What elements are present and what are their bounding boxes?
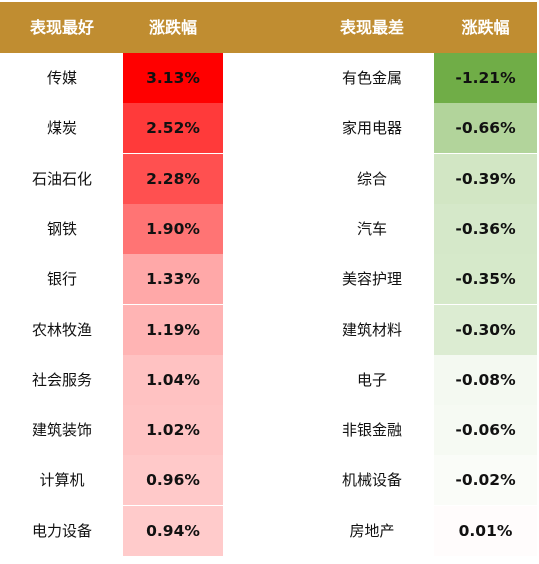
best-change-value: 1.33% (123, 254, 223, 304)
worst-industry-name: 电子 (356, 371, 387, 389)
table-header (0, 2, 537, 53)
worst-industry-name: 有色金属 (341, 69, 402, 87)
header-best-change: 涨跌幅 (148, 18, 197, 37)
header-worst-change: 涨跌幅 (461, 18, 510, 37)
best-change-value: 2.52% (123, 103, 223, 153)
best-change-value: 2.28% (123, 154, 223, 204)
best-change-value: 0.94% (123, 506, 223, 556)
best-change-value: 1.19% (123, 305, 223, 355)
best-industry-name: 电力设备 (31, 522, 92, 540)
worst-industry-name: 房地产 (349, 522, 395, 540)
best-industry-name: 计算机 (39, 471, 85, 489)
best-industry-name: 传媒 (46, 69, 77, 87)
worst-change-value: -0.02% (434, 455, 537, 505)
worst-industry-name: 汽车 (356, 220, 387, 238)
best-change-value: 3.13% (123, 53, 223, 103)
best-industry-name: 石油石化 (31, 170, 92, 188)
worst-industry-name: 家用电器 (341, 119, 402, 137)
best-change-value: 1.04% (123, 355, 223, 405)
best-industry-name: 银行 (46, 270, 77, 288)
best-change-value: 0.96% (123, 455, 223, 505)
worst-change-value: -0.08% (434, 355, 537, 405)
best-change-value: 1.90% (123, 204, 223, 254)
best-change-value: 1.02% (123, 405, 223, 455)
worst-industry-name: 美容护理 (341, 270, 402, 288)
best-industry-name: 建筑装饰 (31, 421, 92, 439)
worst-change-value: -0.36% (434, 204, 537, 254)
worst-industry-name: 综合 (356, 170, 387, 188)
worst-change-value: -0.35% (434, 254, 537, 304)
worst-industry-name: 非银金融 (341, 421, 402, 439)
worst-change-value: -0.06% (434, 405, 537, 455)
header-worst: 表现最差 (339, 18, 404, 37)
worst-change-value: -0.66% (434, 103, 537, 153)
best-industry-name: 煤炭 (46, 119, 77, 137)
worst-change-value: -1.21% (434, 53, 537, 103)
worst-change-value: -0.30% (434, 305, 537, 355)
header-best: 表现最好 (29, 18, 94, 37)
worst-change-value: -0.39% (434, 154, 537, 204)
worst-industry-name: 机械设备 (341, 471, 402, 489)
best-industry-name: 钢铁 (46, 220, 77, 238)
worst-change-value: 0.01% (434, 506, 537, 556)
worst-industry-name: 建筑材料 (341, 321, 402, 339)
best-industry-name: 社会服务 (31, 371, 92, 389)
best-industry-name: 农林牧渔 (31, 321, 92, 339)
